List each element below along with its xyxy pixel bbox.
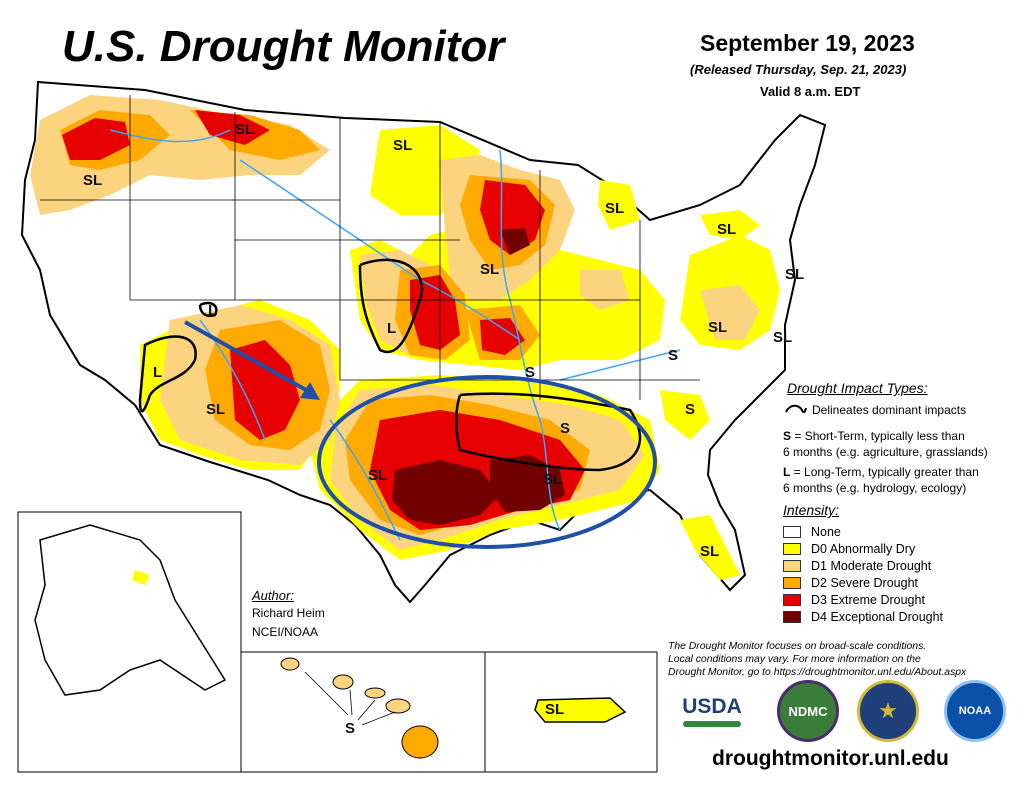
author-name: Richard Heim xyxy=(252,606,325,620)
eagle-icon: ★ xyxy=(878,698,898,723)
rivers xyxy=(109,129,681,541)
author-organization: NCEI/NOAA xyxy=(252,625,319,639)
annotation-arrow xyxy=(184,320,316,397)
map-label: L xyxy=(387,320,396,337)
map-label: L xyxy=(208,302,217,319)
map-label: SL xyxy=(543,471,562,488)
long-term-key: L xyxy=(783,465,791,479)
long-term-text-2: 6 months (e.g. hydrology, ecology) xyxy=(783,481,967,495)
map-date: September 19, 2023 xyxy=(700,30,915,56)
release-date: (Released Thursday, Sep. 21, 2023) xyxy=(690,62,907,77)
usda-logo[interactable]: USDA xyxy=(680,680,744,742)
delineation-legend-text: Delineates dominant impacts xyxy=(812,403,967,417)
noaa-logo[interactable]: NOAA xyxy=(944,680,1006,742)
alaska-inset-frame xyxy=(17,511,242,773)
map-label: SL xyxy=(368,467,387,484)
swatch-d2 xyxy=(783,577,801,589)
ndmc-logo[interactable]: NDMC xyxy=(777,680,839,742)
puerto-rico-shape xyxy=(534,697,627,723)
intensity-item-d1: D1 Moderate Drought xyxy=(783,558,931,574)
swatch-d0 xyxy=(783,543,801,555)
noaa-logo-text: NOAA xyxy=(958,705,992,717)
intensity-item-d2: D2 Severe Drought xyxy=(783,575,918,591)
map-label: SL xyxy=(83,172,102,189)
swatch-d3 xyxy=(783,594,801,606)
map-label: SL xyxy=(480,261,499,278)
map-label: S xyxy=(560,420,570,437)
intensity-label: D3 Extreme Drought xyxy=(811,593,925,607)
valid-time: Valid 8 a.m. EDT xyxy=(760,84,861,99)
impact-boundaries xyxy=(138,258,642,472)
map-label: S xyxy=(345,720,355,737)
map-label: SL xyxy=(545,701,564,718)
website-url[interactable]: droughtmonitor.unl.edu xyxy=(712,747,949,770)
intensity-label: D4 Exceptional Drought xyxy=(811,610,944,624)
map-label: SL xyxy=(785,266,804,283)
swatch-d4 xyxy=(783,611,801,623)
intensity-item-none: None xyxy=(783,524,841,540)
intensity-item-d3: D3 Extreme Drought xyxy=(783,592,925,608)
d4-areas xyxy=(392,228,565,525)
intensity-label: D2 Severe Drought xyxy=(811,576,919,590)
long-term-legend: L = Long-Term, typically greater than xyxy=(783,464,979,480)
swatch-d1 xyxy=(783,560,801,572)
short-term-text: = Short-Term, typically less than xyxy=(791,429,965,443)
map-label: SL xyxy=(235,121,254,138)
map-label: SL xyxy=(393,137,412,154)
map-title: U.S. Drought Monitor xyxy=(62,22,505,71)
intensity-label: D1 Moderate Drought xyxy=(811,559,932,573)
map-label: S xyxy=(668,347,678,364)
ndmc-logo-text: NDMC xyxy=(788,703,828,719)
usda-logo-text: USDA xyxy=(682,695,742,718)
map-label: L xyxy=(153,364,162,381)
note-line: The Drought Monitor focuses on broad-sca… xyxy=(668,641,927,652)
map-label: SL xyxy=(717,221,736,238)
map-label: S xyxy=(525,364,535,381)
commerce-logo[interactable]: ★ xyxy=(857,680,919,742)
intensity-label: D0 Abnormally Dry xyxy=(811,542,916,556)
delineation-line-icon xyxy=(785,404,807,414)
hawaii-inset-frame xyxy=(240,651,486,773)
map-label: SL xyxy=(708,319,727,336)
intensity-heading: Intensity: xyxy=(783,502,840,518)
map-label: SL xyxy=(773,329,792,346)
short-term-key: S xyxy=(783,429,792,443)
hawaii-islands xyxy=(280,657,439,759)
short-term-text-2: 6 months (e.g. agriculture, grasslands) xyxy=(783,445,988,459)
intensity-item-d0: D0 Abnormally Dry xyxy=(783,541,915,557)
annotation-ellipse xyxy=(317,375,657,549)
map-label: S xyxy=(685,401,695,418)
intensity-item-d4: D4 Exceptional Drought xyxy=(783,609,943,625)
swatch-none xyxy=(783,526,801,538)
map-label: SL xyxy=(700,543,719,560)
map-label: SL xyxy=(206,401,225,418)
intensity-label: None xyxy=(811,525,841,539)
short-term-legend: S = Short-Term, typically less than xyxy=(783,428,965,444)
map-label: SL xyxy=(605,200,624,217)
alaska-shape xyxy=(34,524,227,696)
author-heading: Author: xyxy=(252,588,294,603)
puerto-rico-inset-frame xyxy=(484,651,658,773)
note-line: Local conditions may vary. For more info… xyxy=(668,654,921,665)
long-term-text: = Long-Term, typically greater than xyxy=(790,465,979,479)
disclaimer-note: The Drought Monitor focuses on broad-sca… xyxy=(668,640,1024,679)
note-line: Drought Monitor, go to https://droughtmo… xyxy=(668,667,967,678)
impact-types-heading: Drought Impact Types: xyxy=(787,380,928,396)
